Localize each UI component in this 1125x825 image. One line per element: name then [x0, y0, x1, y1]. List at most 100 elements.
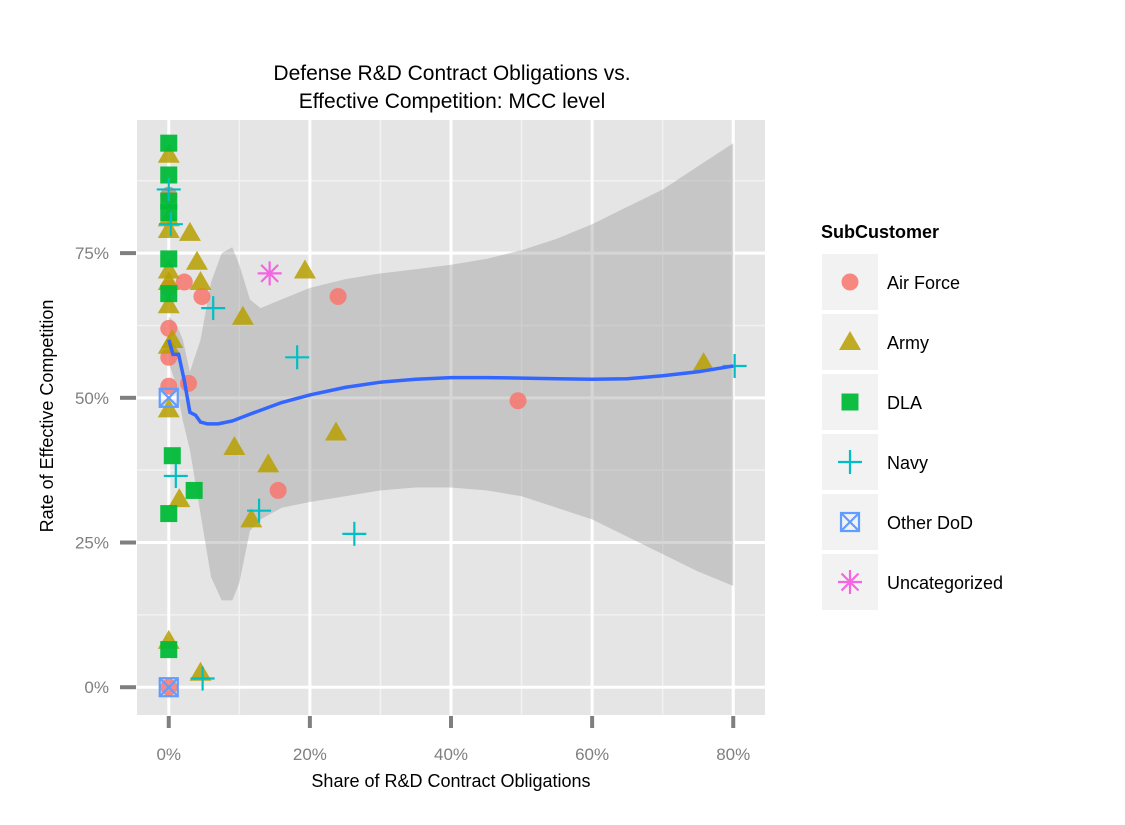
- x-tick-label: 40%: [434, 745, 468, 764]
- point-air-force: [175, 273, 193, 291]
- marker-shape: [160, 505, 178, 523]
- marker-shape: [160, 641, 178, 659]
- point-dla: [160, 166, 178, 184]
- point-dla: [160, 250, 178, 268]
- x-tick-label: 80%: [716, 745, 750, 764]
- legend-marker-army: [839, 331, 861, 350]
- marker-shape: [163, 447, 181, 465]
- marker-shape: [269, 481, 287, 499]
- smooth-trend-line: [167, 339, 734, 426]
- point-army: [157, 218, 180, 238]
- point-navy: [156, 177, 181, 202]
- point-dla: [163, 447, 181, 465]
- x-tick-label: 60%: [575, 745, 609, 764]
- point-army: [161, 328, 184, 348]
- point-army: [157, 294, 180, 314]
- point-dla: [185, 481, 203, 499]
- point-army: [157, 143, 180, 163]
- marker-shape: [161, 328, 184, 348]
- point-dla: [160, 285, 178, 303]
- legend-label-uncategorized: Uncategorized: [887, 573, 1003, 593]
- marker-shape: [692, 352, 715, 372]
- marker-shape: [160, 285, 178, 303]
- legend-marker-navy: [838, 450, 862, 474]
- legend: SubCustomer Air Force Army DLA Navy Other Do…: [821, 222, 1003, 610]
- legend-item-other-dod: Other DoD: [822, 494, 973, 550]
- point-dla: [160, 204, 178, 222]
- data-points: [156, 134, 747, 698]
- marker-shape: [168, 488, 191, 508]
- legend-item-army: Army: [822, 314, 929, 370]
- marker-shape: [193, 288, 211, 306]
- legend-items: Air Force Army DLA Navy Other DoD Uncategoriz…: [822, 254, 1003, 610]
- y-tick-label: 50%: [75, 389, 109, 408]
- point-army: [178, 221, 201, 241]
- point-air-force: [269, 481, 287, 499]
- confidence-band: [168, 143, 734, 601]
- point-air-force: [193, 288, 211, 306]
- y-tick-label: 0%: [84, 678, 109, 697]
- x-axis-title: Share of R&D Contract Obligations: [311, 771, 590, 791]
- legend-marker-air-force: [841, 273, 859, 291]
- legend-label-army: Army: [887, 333, 929, 353]
- legend-marker-uncategorized: [838, 570, 862, 594]
- point-army: [257, 453, 280, 473]
- marker-shape: [157, 218, 180, 238]
- marker-shape: [160, 250, 178, 268]
- point-army: [231, 305, 254, 325]
- marker-stroke: [839, 511, 861, 533]
- chart-title-line1: Defense R&D Contract Obligations vs.: [273, 62, 630, 85]
- legend-label-navy: Navy: [887, 453, 928, 473]
- legend-label-dla: DLA: [887, 393, 922, 413]
- marker-shape: [509, 392, 527, 410]
- legend-label-other-dod: Other DoD: [887, 513, 973, 533]
- x-tick-label: 20%: [293, 745, 327, 764]
- point-army: [223, 436, 246, 456]
- point-navy: [190, 666, 215, 691]
- point-army: [240, 508, 263, 528]
- marker-shape: [231, 305, 254, 325]
- legend-marker-dla: [841, 393, 859, 411]
- point-army: [168, 488, 191, 508]
- marker-shape: [185, 481, 203, 499]
- chart-title-line2: Effective Competition: MCC level: [299, 90, 606, 113]
- point-air-force: [329, 288, 347, 306]
- point-army: [185, 250, 208, 270]
- marker-stroke: [158, 677, 179, 697]
- point-dla: [160, 505, 178, 523]
- marker-stroke: [840, 572, 860, 592]
- marker-shape: [157, 259, 180, 279]
- point-air-force: [509, 392, 527, 410]
- marker-shape: [293, 259, 316, 279]
- point-navy: [342, 521, 367, 546]
- point-navy: [247, 498, 272, 523]
- point-navy: [285, 345, 310, 370]
- point-air-force: [160, 377, 178, 395]
- legend-title: SubCustomer: [821, 222, 939, 242]
- marker-shape: [160, 134, 178, 152]
- point-army: [324, 421, 347, 441]
- marker-shape: [160, 166, 178, 184]
- marker-shape: [178, 221, 201, 241]
- marker-shape: [189, 661, 212, 681]
- marker-shape: [257, 453, 280, 473]
- marker-shape: [160, 377, 178, 395]
- legend-marker-other-dod: [839, 511, 861, 533]
- point-army: [189, 271, 212, 291]
- point-dla: [160, 134, 178, 152]
- marker-stroke: [158, 677, 179, 698]
- point-army: [293, 259, 316, 279]
- marker-stroke: [158, 388, 179, 408]
- legend-item-navy: Navy: [822, 434, 928, 490]
- marker-shape: [189, 271, 212, 291]
- y-tick-label: 25%: [75, 534, 109, 553]
- legend-item-uncategorized: Uncategorized: [822, 554, 1003, 610]
- marker-shape: [841, 393, 859, 411]
- point-dla: [160, 641, 178, 659]
- legend-item-dla: DLA: [822, 374, 922, 430]
- y-axis-title: Rate of Effective Competition: [37, 300, 57, 533]
- point-navy: [163, 463, 188, 488]
- axis-ticks: 0% 20% 40% 60% 80% 0% 25% 50% 75%: [75, 244, 750, 764]
